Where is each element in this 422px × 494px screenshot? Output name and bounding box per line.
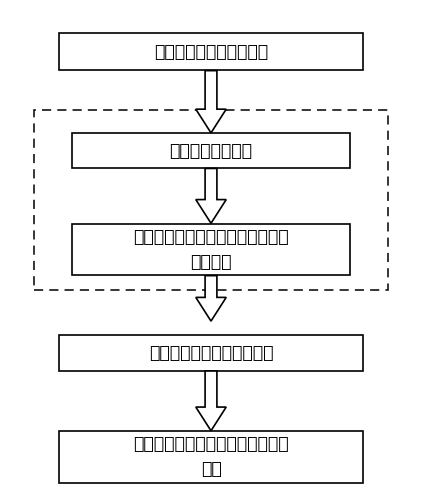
Bar [34, 110, 388, 290]
Bar [59, 335, 363, 371]
Text: 正面、背面的金属化及烧结的制备
阶段: 正面、背面的金属化及烧结的制备 阶段 [133, 435, 289, 479]
Bar [59, 431, 363, 483]
Bar [72, 133, 350, 168]
Polygon shape [196, 371, 226, 431]
Text: 对硅基片进行清洗: 对硅基片进行清洗 [170, 142, 252, 160]
Text: 硅基片的前工序处理阶段: 硅基片的前工序处理阶段 [154, 43, 268, 61]
Polygon shape [196, 276, 226, 321]
Polygon shape [196, 168, 226, 223]
Bar [72, 223, 350, 276]
Text: 氮化硅减反射膜的制备阶段: 氮化硅减反射膜的制备阶段 [149, 344, 273, 362]
Text: 将硅基片浸入双氧水溶液中进行氧
化膜生长: 将硅基片浸入双氧水溶液中进行氧 化膜生长 [133, 228, 289, 271]
Bar [59, 34, 363, 71]
Polygon shape [196, 71, 226, 133]
